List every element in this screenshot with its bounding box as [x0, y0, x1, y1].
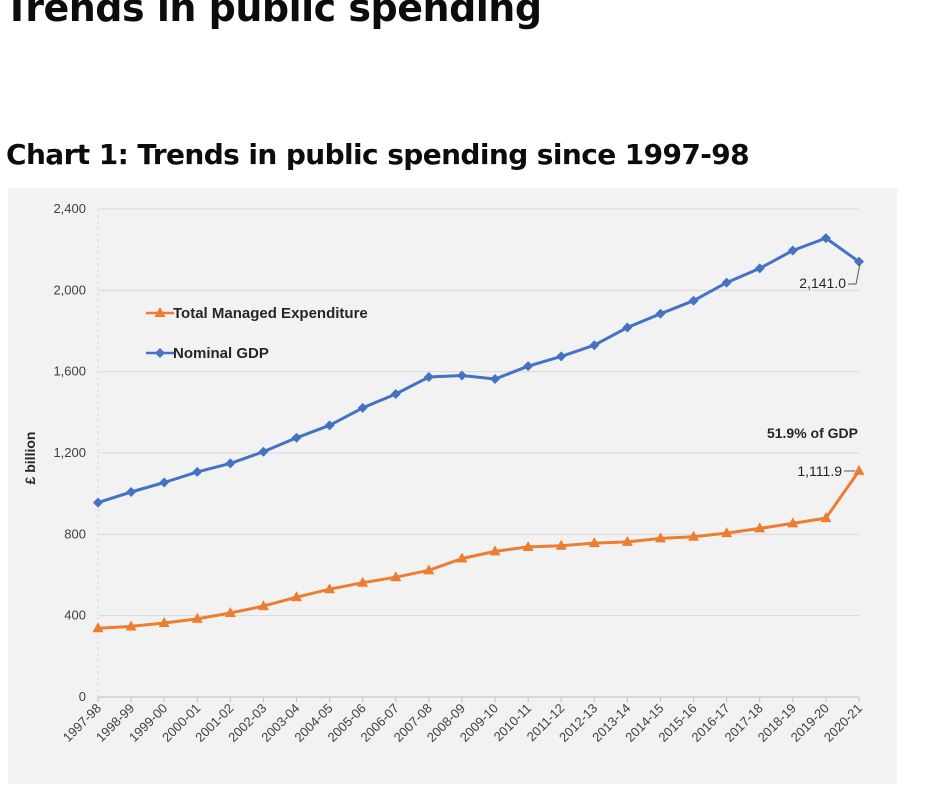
- data-point-gdp: [423, 371, 434, 382]
- data-point-tme: [853, 464, 865, 475]
- data-point-gdp: [622, 322, 633, 333]
- data-point-gdp: [820, 233, 831, 244]
- data-point-gdp: [390, 389, 401, 400]
- series-layer: [92, 233, 865, 633]
- y-axis-label: £ billion: [22, 432, 38, 485]
- y-tick-labels: 0 400 800 1,200 1,600 2,000 2,400: [53, 201, 86, 704]
- data-point-tme: [257, 600, 269, 611]
- data-point-gdp: [225, 458, 236, 469]
- data-point-gdp: [192, 466, 203, 477]
- data-point-gdp: [291, 432, 302, 443]
- data-point-gdp: [721, 277, 732, 288]
- series-line-tme: [97, 470, 861, 630]
- data-point-gdp: [556, 351, 567, 362]
- legend-label-gdp: Nominal GDP: [173, 345, 269, 362]
- data-point-gdp: [688, 295, 699, 306]
- data-point-gdp: [655, 308, 666, 319]
- data-point-tme: [92, 622, 104, 633]
- data-point-tme: [522, 540, 534, 551]
- data-point-tme: [820, 512, 832, 523]
- data-point-gdp: [357, 402, 368, 413]
- data-point-tme: [754, 522, 766, 533]
- data-point-tme: [621, 535, 633, 546]
- legend-label-tme: Total Managed Expenditure: [173, 305, 368, 322]
- y-tick-label: 1,600: [53, 364, 86, 379]
- annotation-share: 51.9% of GDP: [767, 425, 858, 441]
- y-tick-label: 2,400: [53, 201, 86, 216]
- data-point-gdp: [93, 497, 103, 508]
- data-point-gdp: [589, 340, 600, 351]
- data-point-gdp: [490, 373, 501, 384]
- y-tick-label: 800: [64, 526, 86, 541]
- data-point-gdp: [126, 487, 137, 498]
- annotation-gdp-last: 2,141.0: [799, 275, 846, 291]
- annotations: 2,141.0 51.9% of GDP 1,111.9: [767, 263, 861, 479]
- data-point-tme: [324, 583, 336, 594]
- data-point-tme: [721, 527, 733, 538]
- y-tick-label: 2,000: [53, 282, 86, 297]
- data-point-tme: [423, 564, 435, 575]
- line-chart: 0 400 800 1,200 1,600 2,000 2,400 1997-981998-…: [22, 201, 865, 745]
- y-tick-label: 400: [64, 608, 86, 623]
- data-point-tme: [191, 612, 203, 623]
- legend-gdp-marker: [155, 348, 165, 358]
- axes: [97, 209, 860, 702]
- data-point-tme: [555, 539, 567, 550]
- chart-area: 0 400 800 1,200 1,600 2,000 2,400 1997-98 1998-…: [8, 188, 897, 784]
- data-point-gdp: [523, 361, 534, 372]
- chart-heading: Chart 1: Trends in public spending since…: [6, 138, 750, 171]
- data-point-tme: [125, 620, 137, 631]
- y-tick-label: 0: [79, 689, 86, 704]
- y-tick-label: 1,200: [53, 445, 86, 460]
- data-point-tme: [456, 552, 468, 563]
- annotation-tme-last: 1,111.9: [797, 463, 842, 479]
- data-point-tme: [291, 591, 303, 602]
- data-point-gdp: [854, 256, 864, 267]
- gridlines: [98, 208, 859, 617]
- data-point-tme: [390, 571, 402, 582]
- data-point-gdp: [258, 446, 269, 457]
- legend-item-tme: Total Managed Expenditure: [146, 305, 368, 322]
- legend-item-gdp: Nominal GDP: [146, 345, 269, 362]
- data-point-tme: [688, 530, 700, 541]
- data-point-gdp: [754, 263, 765, 274]
- x-tick-labels: 1997-981998-991999-002000-012001-022002-…: [60, 701, 865, 745]
- data-point-gdp: [324, 420, 335, 431]
- annotation-gdp-leader: [848, 263, 861, 285]
- data-point-tme: [158, 616, 170, 627]
- data-point-tme: [588, 537, 600, 548]
- data-point-tme: [787, 517, 799, 528]
- legend: Total Managed Expenditure Nominal GDP: [146, 305, 368, 362]
- data-point-tme: [654, 532, 666, 543]
- legend-tme-marker: [154, 307, 166, 317]
- data-point-tme: [224, 607, 236, 618]
- data-point-gdp: [159, 477, 170, 488]
- data-point-gdp: [456, 370, 467, 381]
- data-point-tme: [489, 545, 501, 556]
- page-title: Trends in public spending: [4, 0, 542, 30]
- series-line-gdp: [97, 236, 860, 505]
- data-point-tme: [357, 576, 369, 587]
